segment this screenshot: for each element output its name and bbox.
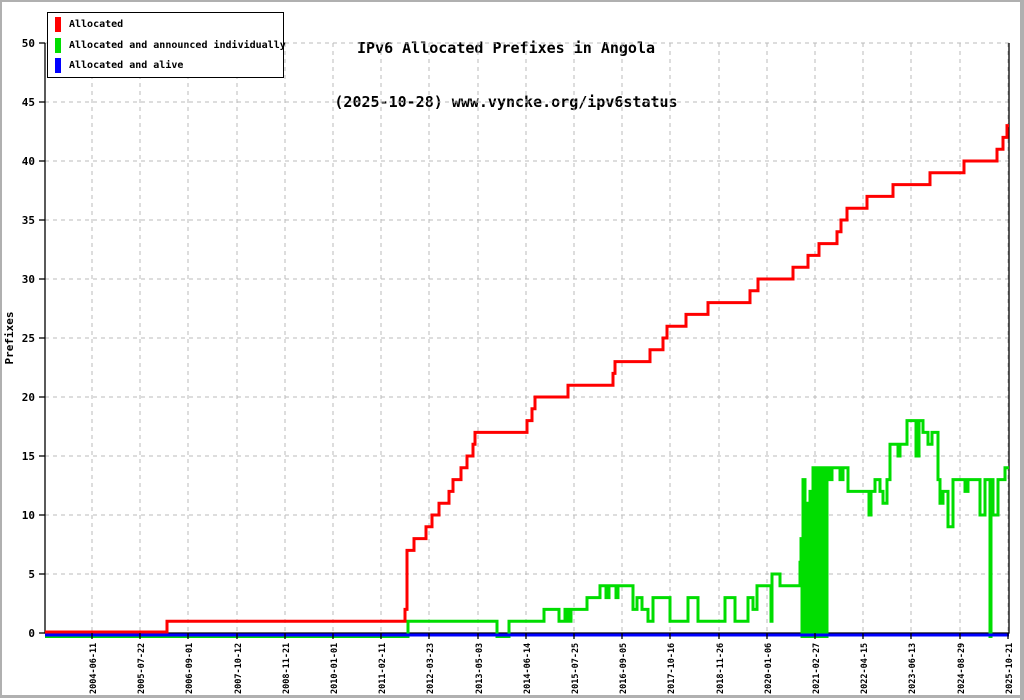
y-axis-title: Prefixes [3,312,16,365]
x-tick-label: 2021-02-27 [812,643,822,694]
x-tick-label: 2022-04-15 [860,643,870,694]
x-tick-label: 2017-10-16 [667,643,677,694]
series-allocated [45,124,1009,634]
x-tick-label: 2020-01-06 [764,643,774,694]
legend-item-label: Allocated and announced individually [69,39,286,51]
x-tick-label: 2010-01-01 [330,643,340,694]
x-tick-label: 2013-05-03 [475,643,485,694]
tick-marks [39,42,1009,639]
y-axis-labels: 0 5 10 15 20 25 30 35 40 45 50 [22,37,35,640]
x-tick-label: 2011-02-11 [378,643,388,694]
y-tick-label: 10 [22,509,35,522]
y-tick-label: 20 [22,391,35,404]
x-tick-label: 2008-11-21 [282,643,292,694]
legend-color-swatch [55,58,61,73]
x-tick-label: 2007-10-12 [234,643,244,694]
gridlines [45,42,1009,633]
y-tick-label: 25 [22,332,35,345]
legend-item-label: Allocated [69,19,124,30]
x-tick-label: 2025-10-21 [1005,643,1015,694]
y-tick-label: 50 [22,37,35,50]
x-tick-label: 2015-07-25 [571,643,581,694]
x-axis-labels: 2004-06-11 2005-07-22 2006-09-01 2007-10-12… [89,643,1015,694]
frame-left [0,0,2,697]
y-tick-label: 40 [22,155,35,168]
chart-title-line2: (2025-10-28) www.vyncke.org/ipv6status [334,93,678,111]
x-tick-label: 2004-06-11 [89,643,99,694]
legend-color-swatch [55,17,61,32]
x-tick-label: 2014-06-14 [523,643,533,694]
x-tick-label: 2024-08-29 [957,643,967,694]
y-tick-label: 0 [28,627,35,640]
x-tick-label: 2005-07-22 [137,643,147,694]
series-allocated-and-announced-individually [45,419,1009,638]
legend: Allocated Allocated and announced individ… [47,12,286,78]
legend-item: Allocated and announced individually [55,36,286,54]
y-tick-label: 15 [22,450,35,463]
x-tick-label: 2018-11-26 [716,643,726,694]
frame-top [0,0,1024,2]
y-tick-label: 30 [22,273,35,286]
frame-bottom [0,695,1021,698]
x-tick-label: 2012-03-23 [426,643,436,694]
x-tick-label: 2016-09-05 [619,643,629,694]
legend-item: Allocated [55,16,283,34]
y-tick-label: 5 [28,568,35,581]
legend-item: Allocated and alive [55,57,283,75]
x-tick-label: 2006-09-01 [185,643,195,694]
y-tick-label: 45 [22,96,35,109]
legend-item-label: Allocated and alive [69,60,184,71]
y-tick-label: 35 [22,214,35,227]
x-tick-label: 2023-06-13 [908,643,918,694]
frame-right [1020,0,1024,700]
legend-color-swatch [55,37,61,53]
